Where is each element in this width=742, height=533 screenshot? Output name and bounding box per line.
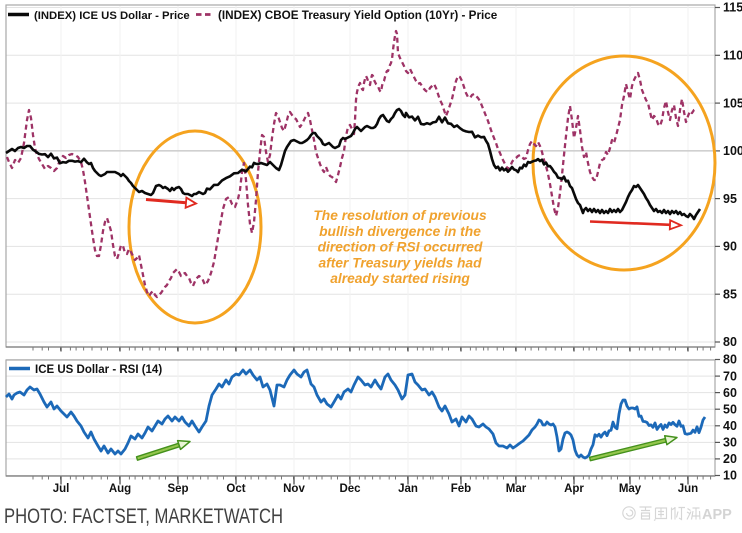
svg-text:80: 80 — [723, 335, 737, 349]
svg-text:bullish divergence in the: bullish divergence in the — [319, 224, 481, 239]
svg-text:Feb: Feb — [451, 483, 471, 495]
svg-text:ICE US Dollar - RSI (14): ICE US Dollar - RSI (14) — [35, 364, 162, 376]
svg-text:110: 110 — [723, 49, 742, 63]
svg-text:10: 10 — [723, 469, 737, 483]
svg-text:Nov: Nov — [283, 483, 305, 495]
svg-text:70: 70 — [723, 369, 737, 383]
svg-text:50: 50 — [723, 402, 737, 416]
svg-text:20: 20 — [723, 452, 737, 466]
svg-text:after Treasury yields had: after Treasury yields had — [318, 255, 482, 270]
svg-text:direction of RSI occurred: direction of RSI occurred — [318, 240, 483, 255]
svg-text:115: 115 — [723, 1, 742, 15]
svg-text:60: 60 — [723, 386, 737, 400]
svg-text:The resolution of previous: The resolution of previous — [313, 208, 487, 223]
svg-text:30: 30 — [723, 436, 737, 450]
svg-text:100: 100 — [723, 144, 742, 158]
svg-text:PHOTO: FACTSET, MARKETWATCH: PHOTO: FACTSET, MARKETWATCH — [4, 505, 283, 528]
svg-text:(INDEX) CBOE Treasury Yield Op: (INDEX) CBOE Treasury Yield Option (10Yr… — [218, 9, 498, 22]
svg-text:Jul: Jul — [53, 483, 70, 495]
svg-text:Jan: Jan — [398, 483, 418, 495]
svg-text:already started rising: already started rising — [330, 271, 470, 286]
svg-text:(INDEX) ICE US Dollar - Price: (INDEX) ICE US Dollar - Price — [34, 10, 190, 22]
svg-text:95: 95 — [723, 192, 737, 206]
svg-text:Mar: Mar — [506, 483, 527, 495]
svg-text:Sep: Sep — [167, 483, 188, 495]
svg-text:Aug: Aug — [109, 483, 131, 495]
svg-text:105: 105 — [723, 96, 742, 110]
svg-text:Apr: Apr — [564, 483, 584, 495]
svg-text:90: 90 — [723, 240, 737, 254]
svg-text:APP: APP — [702, 507, 732, 523]
svg-text:Dec: Dec — [339, 483, 361, 495]
svg-text:Oct: Oct — [226, 483, 245, 495]
svg-text:40: 40 — [723, 419, 737, 433]
svg-text:80: 80 — [723, 353, 737, 367]
svg-text:Jun: Jun — [678, 483, 698, 495]
svg-text:May: May — [619, 483, 642, 495]
svg-text:85: 85 — [723, 287, 737, 301]
